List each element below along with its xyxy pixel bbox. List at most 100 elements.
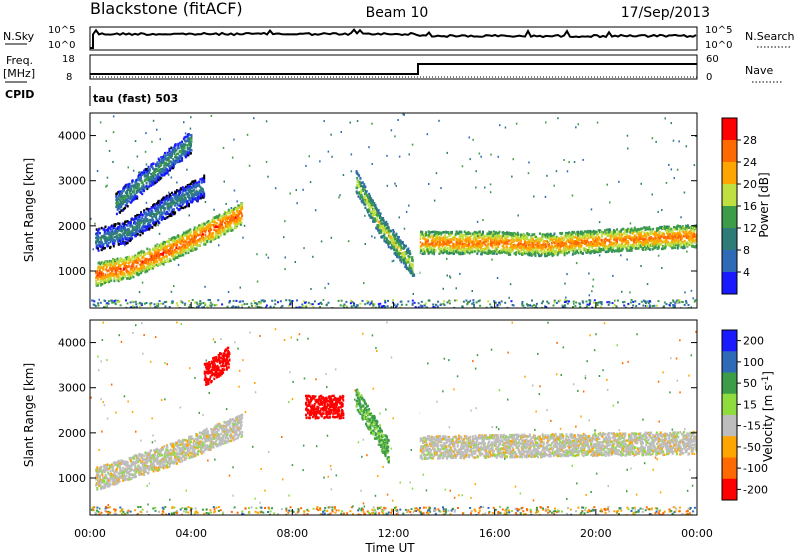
data-cell — [436, 305, 439, 308]
data-cell — [217, 236, 220, 239]
data-cell — [220, 226, 223, 230]
data-cell — [198, 237, 201, 241]
data-cell — [563, 301, 566, 303]
data-cell — [600, 306, 602, 308]
data-cell — [150, 172, 153, 176]
data-cell — [122, 197, 125, 200]
data-cell — [129, 301, 132, 304]
data-cell — [243, 224, 246, 227]
data-cell — [537, 245, 539, 248]
data-cell — [189, 243, 192, 246]
data-cell — [151, 252, 154, 256]
data-cell — [509, 245, 512, 248]
data-cell — [163, 197, 166, 200]
data-cell — [155, 306, 158, 308]
data-cell — [277, 301, 279, 304]
data-cell — [366, 202, 369, 205]
data-cell — [145, 262, 148, 265]
data-cell — [144, 178, 147, 181]
data-cell — [206, 240, 209, 243]
data-cell — [482, 247, 484, 251]
data-cell — [181, 148, 184, 151]
data-cell — [178, 204, 181, 208]
data-cell — [537, 250, 540, 253]
data-cell — [136, 273, 139, 276]
data-cell — [188, 236, 190, 240]
data-cell — [120, 205, 123, 209]
data-cell — [620, 254, 622, 257]
data-cell — [204, 285, 206, 288]
data-cell — [585, 305, 588, 308]
data-cell — [212, 238, 215, 241]
data-cell — [409, 263, 411, 266]
data-cell — [365, 192, 367, 195]
data-cell — [295, 189, 297, 192]
data-cell — [198, 302, 201, 305]
data-cell — [371, 303, 374, 306]
data-cell — [147, 167, 150, 170]
data-cell — [160, 213, 163, 217]
data-cell — [160, 163, 163, 166]
data-cell — [440, 251, 443, 254]
data-cell — [392, 237, 395, 241]
data-cell — [492, 234, 495, 237]
data-cell — [386, 184, 389, 187]
data-cell — [180, 206, 183, 209]
data-cell — [100, 240, 103, 244]
data-cell — [502, 240, 505, 243]
data-cell — [154, 247, 157, 251]
data-cell — [174, 256, 177, 259]
data-cell — [117, 263, 120, 267]
data-cell — [438, 245, 441, 248]
data-cell — [170, 205, 173, 209]
data-cell — [110, 279, 113, 282]
data-cell — [452, 246, 455, 250]
data-cell — [176, 152, 178, 156]
data-cell — [508, 249, 511, 253]
data-cell — [358, 183, 361, 187]
data-cell — [349, 121, 351, 124]
data-cell — [384, 301, 387, 304]
data-cell — [411, 258, 414, 261]
data-cell — [193, 195, 196, 199]
data-cell — [409, 266, 412, 269]
data-cell — [384, 306, 387, 308]
data-cell — [534, 252, 537, 256]
data-cell — [232, 208, 235, 211]
data-cell — [523, 239, 526, 242]
data-cell — [425, 238, 428, 241]
data-cell — [592, 301, 595, 304]
data-cell — [181, 251, 184, 254]
data-cell — [566, 273, 568, 276]
data-cell — [112, 244, 115, 248]
data-cell — [124, 275, 127, 279]
data-cell — [127, 166, 129, 169]
data-cell — [124, 240, 127, 244]
data-cell — [459, 272, 461, 275]
data-cell — [184, 185, 187, 189]
data-cell — [425, 250, 428, 253]
data-cell — [515, 251, 518, 254]
data-cell — [106, 262, 109, 265]
freq-tick-low: 8 — [66, 72, 72, 83]
data-cell — [506, 239, 509, 242]
data-cell — [482, 232, 484, 235]
data-cell — [360, 184, 363, 188]
data-cell — [162, 204, 165, 207]
data-cell — [544, 234, 547, 237]
data-cell — [530, 237, 533, 240]
data-cell — [136, 188, 139, 192]
data-cell — [449, 246, 452, 249]
data-cell — [118, 222, 121, 226]
data-cell — [582, 301, 585, 304]
data-cell — [382, 225, 385, 228]
data-cell — [144, 224, 147, 228]
data-cell — [434, 231, 436, 234]
data-cell — [108, 149, 111, 152]
data-cell — [188, 306, 191, 308]
data-cell — [494, 239, 497, 243]
data-cell — [152, 265, 154, 268]
data-cell — [190, 137, 193, 141]
data-cell — [485, 306, 488, 308]
data-cell — [513, 231, 516, 235]
